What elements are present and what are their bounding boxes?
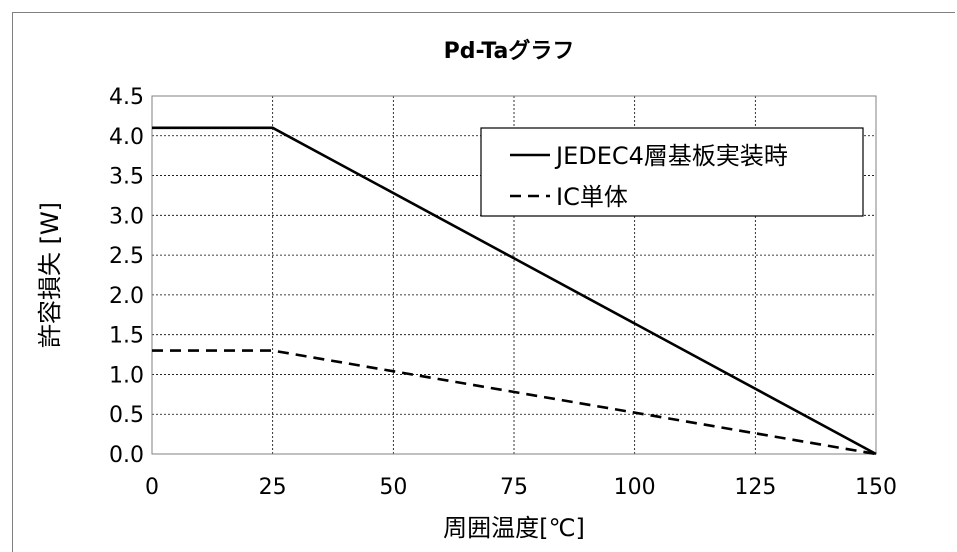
y-tick-label: 1.0 <box>109 363 144 388</box>
x-tick-label: 150 <box>855 475 897 500</box>
x-tick-label: 50 <box>379 475 407 500</box>
y-axis-ticks: 0.0 0.5 1.0 1.5 2.0 2.5 3.0 3.5 4.0 4.5 <box>109 85 144 468</box>
x-tick-label: 0 <box>145 475 159 500</box>
chart-title: Pd-Taグラフ <box>444 38 575 64</box>
series-layer <box>152 126 877 456</box>
x-tick-label: 25 <box>259 475 287 500</box>
legend-label-jedec: JEDEC4層基板実装時 <box>554 142 788 170</box>
x-tick-label: 75 <box>500 475 528 500</box>
y-tick-label: 4.0 <box>109 125 144 150</box>
legend-box <box>480 127 864 217</box>
x-tick-label: 125 <box>734 475 776 500</box>
y-tick-label: 2.5 <box>109 244 144 269</box>
y-axis-label: 許容損失 [W] <box>36 202 64 348</box>
y-tick-label: 2.0 <box>109 284 144 309</box>
y-tick-label: 1.5 <box>109 324 144 349</box>
series-line-ic <box>152 349 877 456</box>
y-tick-label: 3.5 <box>109 165 144 190</box>
x-axis-label: 周囲温度[℃] <box>443 514 585 542</box>
y-tick-label: 0.5 <box>109 403 144 428</box>
x-tick-label: 100 <box>614 475 656 500</box>
chart-frame <box>12 12 955 552</box>
legend-label-ic: IC単体 <box>556 183 628 211</box>
plot-area-border <box>151 95 877 455</box>
y-tick-label: 0.0 <box>109 443 144 468</box>
y-tick-label: 3.0 <box>109 204 144 229</box>
y-tick-label: 4.5 <box>109 85 144 110</box>
x-axis-ticks: 0 25 50 75 100 125 150 <box>145 475 897 500</box>
series-line-jedec <box>152 126 877 456</box>
legend: JEDEC4層基板実装時 IC単体 <box>480 127 864 217</box>
